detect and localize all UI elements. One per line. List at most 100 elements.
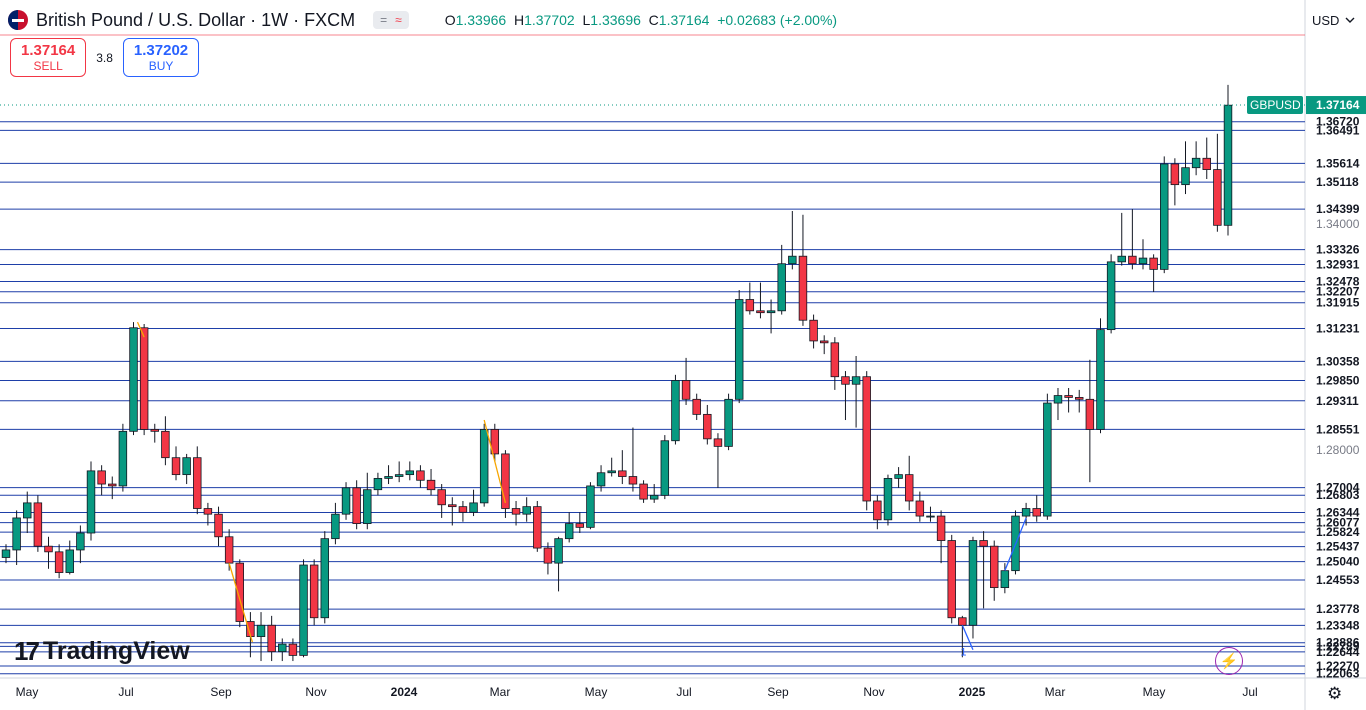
candle [1,544,11,564]
candle-body [1064,395,1073,398]
candle-body [851,376,861,385]
candle-body [118,430,128,487]
change-value: +0.02683 (+2.00%) [717,12,838,28]
settings-icon[interactable]: ⚙ [1327,684,1343,703]
candle [1064,388,1073,413]
level-label: 1.32207 [1316,285,1360,299]
candle-body [235,562,244,622]
level-label: 1.34399 [1316,202,1360,216]
candle [1149,254,1158,292]
candle [363,472,372,530]
candle-body [86,470,96,534]
trendline-orange [483,419,507,504]
candle-body [479,429,489,504]
candle [543,542,553,575]
candle [394,461,404,483]
x-tick-label: Jul [118,685,133,699]
candle [1128,209,1137,270]
symbol-tag-text: GBPUSD [1250,98,1301,112]
candle [766,299,776,334]
x-tick-label: May [1143,685,1166,699]
lightning-icon[interactable]: ⚡ [1215,647,1243,675]
candle [33,495,43,552]
candle-body [777,263,786,312]
level-label: 1.28551 [1316,422,1360,436]
equals-icon: = [380,13,388,27]
candle [660,435,670,500]
low-label: L [582,12,591,28]
candle-body [554,538,563,564]
candle-body [416,470,425,481]
candle [830,337,840,390]
sell-button[interactable]: 1.37164 SELL [10,38,87,77]
candle [182,453,191,485]
candle-body [1085,398,1095,430]
symbol-tag-box [1247,96,1303,115]
candle [522,497,531,522]
candle [448,497,457,526]
candle-body [426,479,436,491]
x-tick-label: May [585,685,608,699]
candle [161,416,170,466]
level-label: 1.31915 [1316,296,1360,310]
x-tick-label: 2024 [391,685,418,699]
level-label: 1.24553 [1316,573,1360,587]
level-label: 1.35118 [1316,175,1359,189]
candle [851,356,861,428]
x-tick-label: Jul [676,685,691,699]
level-label: 1.29850 [1316,373,1360,387]
candle-body [788,255,797,265]
candle [426,468,436,496]
candle-body [894,474,903,479]
candle-body [575,523,585,528]
candle-body [628,476,638,485]
wave-annotation: 1 [960,646,966,658]
candle-body [214,513,223,538]
tradingview-logo-icon: 17 [14,636,40,666]
price-tag-text: 1.37164 [1316,98,1360,112]
candle-body [968,540,978,626]
candle-body [129,327,138,432]
symbol-title[interactable]: British Pound / U.S. Dollar · 1W · FXCM [36,9,356,30]
candle [618,450,627,485]
candle [788,211,797,270]
candle-body [288,643,298,656]
candle [862,371,871,511]
candle [649,484,659,503]
data-status-badge[interactable]: = ≈ [373,11,409,29]
tradingview-logo[interactable]: 17 TradingView [14,636,190,667]
buy-price: 1.37202 [133,42,189,59]
candle-body [671,380,680,442]
buy-button[interactable]: 1.37202 BUY [122,38,200,77]
spread-value: 3.8 [96,50,113,65]
price-tag-box [1306,96,1366,115]
currency-selector[interactable]: USD [1306,6,1366,34]
level-label: 1.25824 [1316,525,1360,539]
y-tick-label: 1.28000 [1316,443,1360,457]
candle-body [309,564,319,619]
candle [639,480,648,503]
candle [1170,158,1180,206]
candle-body [469,502,478,513]
brand-name: TradingView [42,637,190,665]
candle [23,491,32,534]
candle [1213,133,1222,232]
candle-body [639,483,648,500]
candle [86,461,96,541]
candle [1223,84,1233,236]
close-label: C [648,12,659,28]
trade-panel: 1.37164 SELL 3.8 1.37202 BUY [10,38,200,77]
candle-body [331,513,340,540]
candle-body [33,502,43,547]
candle-body [320,538,330,619]
trendline-blue [961,625,974,651]
candle-body [1021,508,1031,517]
candle [458,500,468,522]
candle-body [108,483,117,487]
candle-body [76,532,85,551]
candle-body [97,470,106,485]
level-label: 1.29311 [1316,394,1359,408]
candle-body [363,489,372,524]
candle-body [734,299,744,400]
